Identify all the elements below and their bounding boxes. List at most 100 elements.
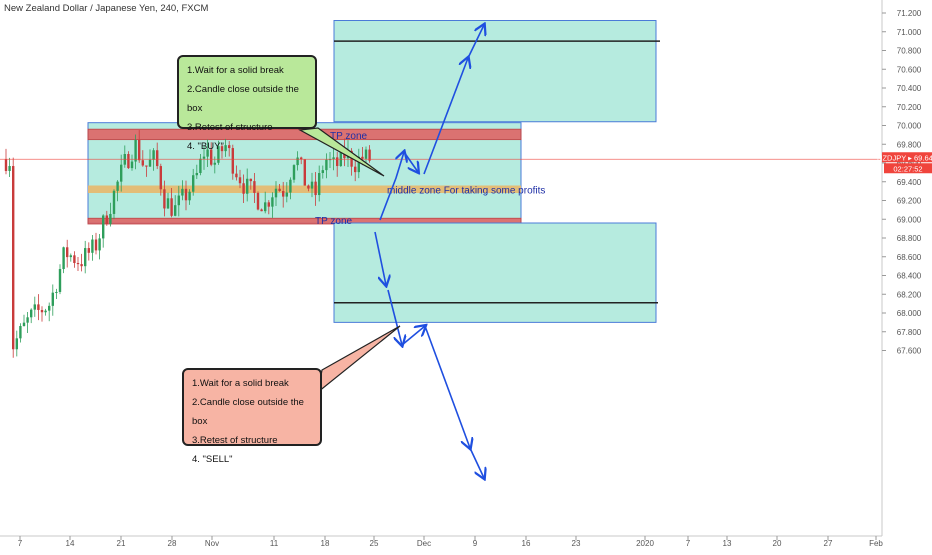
candle-up	[271, 197, 274, 207]
candle-up	[199, 158, 202, 173]
buy-note-pointer	[298, 127, 385, 177]
tp-zone-upper-label: TP zone	[330, 131, 367, 142]
candle-up	[285, 192, 288, 197]
price-tick-label: 71.200	[897, 9, 922, 18]
candle-up	[202, 156, 206, 159]
candle-up	[274, 188, 278, 198]
candle-up	[19, 326, 22, 339]
sell-arrow-4	[424, 325, 470, 448]
candle-up	[98, 238, 101, 251]
candle-down	[163, 189, 166, 209]
candle-up	[62, 247, 65, 270]
price-tick-label: 67.800	[897, 328, 922, 337]
candle-up	[33, 304, 36, 310]
tp-zone-lower	[87, 217, 522, 225]
sell-arrow-5	[469, 447, 484, 478]
candle-down	[368, 149, 371, 161]
time-tick-label: Feb	[869, 539, 883, 548]
buy-note-line-2: 2.Candle close outside the box	[187, 84, 299, 114]
buy-arrow-4	[467, 25, 484, 59]
candle-up	[148, 159, 152, 167]
candle-up	[264, 202, 267, 212]
sell-note-line-4: 4. "SELL"	[192, 454, 233, 465]
candle-down	[145, 165, 148, 167]
candle-up	[22, 322, 26, 327]
candle-up	[102, 215, 105, 239]
time-tick-label: 23	[572, 539, 581, 548]
candle-down	[138, 140, 141, 161]
candle-down	[80, 264, 83, 267]
price-tick-label: 69.400	[897, 178, 922, 187]
sell-arrow-3	[401, 326, 425, 346]
candle-up	[30, 309, 33, 318]
price-tick-label: 67.600	[897, 347, 922, 356]
candle-down	[249, 178, 252, 182]
price-tick-label: 69.000	[897, 215, 922, 224]
time-tick-label: 11	[270, 539, 279, 548]
buy-note-line-4: 4. "BUY"	[187, 141, 224, 152]
candle-down	[260, 209, 263, 212]
time-tick-label: 28	[168, 539, 177, 548]
candle-up	[321, 170, 324, 174]
price-tick-label: 70.600	[897, 65, 922, 74]
candle-down	[314, 181, 317, 196]
price-tick-label: 69.200	[897, 197, 922, 206]
candle-up	[91, 239, 94, 253]
candle-up	[328, 159, 332, 161]
time-tick-label: 25	[370, 539, 379, 548]
price-axis[interactable]	[882, 0, 932, 550]
candle-up	[181, 188, 184, 196]
price-tick-label: 68.800	[897, 234, 922, 243]
candle-up	[188, 191, 191, 201]
candle-down	[184, 188, 188, 201]
middle-zone	[88, 185, 521, 193]
price-tick-label: 68.200	[897, 290, 922, 299]
candle-up	[69, 255, 72, 258]
time-tick-label: Dec	[417, 539, 431, 548]
candle-up	[51, 292, 54, 306]
candle-up	[364, 149, 368, 159]
price-tick-label: 68.000	[897, 309, 922, 318]
candle-down	[73, 255, 76, 264]
candle-down	[278, 188, 281, 192]
sell-note: 1.Wait for a solid break 2.Candle close …	[182, 368, 322, 465]
time-tick-label: Nov	[205, 539, 219, 548]
candle-up	[332, 157, 335, 160]
sell-arrow-1	[374, 231, 386, 285]
candle-up	[44, 310, 47, 313]
sell-arrow-2	[387, 289, 402, 345]
candle-down	[253, 181, 256, 193]
time-tick-label: 21	[117, 539, 126, 548]
time-tick-label: 27	[824, 539, 833, 548]
candle-down	[238, 177, 242, 184]
candle-down	[170, 198, 173, 216]
time-tick-label: 7	[18, 539, 23, 548]
candle-down	[66, 247, 69, 258]
candle-down	[87, 248, 90, 253]
time-tick-label: 13	[723, 539, 732, 548]
candle-up	[206, 149, 209, 157]
buy-arrow-2	[403, 151, 418, 172]
sell-box	[333, 222, 657, 323]
last-price-badge	[882, 152, 932, 163]
countdown-badge	[884, 163, 932, 174]
countdown-label: 02:27:52	[893, 164, 922, 173]
candle-down	[242, 183, 245, 194]
buy-arrow-3	[423, 58, 468, 175]
candle-down	[231, 148, 234, 174]
sell-note-line-3: 3.Retest of structure	[192, 435, 278, 446]
candle-up	[166, 198, 170, 209]
time-tick-label: 16	[522, 539, 531, 548]
candle-up	[116, 181, 119, 191]
price-tick-label: 71.000	[897, 28, 922, 37]
middle-zone-label: middle zone For taking some profits	[387, 185, 545, 196]
sell-note-line-1: 1.Wait for a solid break	[192, 378, 289, 389]
candle-down	[220, 146, 224, 152]
candle-down	[307, 185, 310, 189]
candle-down	[267, 202, 270, 207]
sell-note-line-2: 2.Candle close outside the box	[192, 397, 304, 427]
price-tick-label: 70.800	[897, 47, 922, 56]
candle-down	[159, 166, 162, 190]
candle-down	[37, 304, 40, 310]
